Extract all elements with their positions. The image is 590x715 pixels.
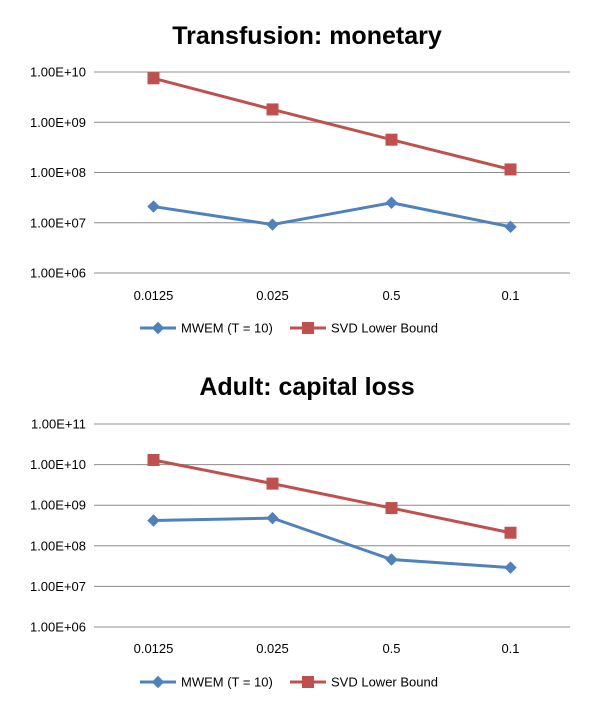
- data-point: [385, 196, 398, 209]
- chart-title: Adult: capital loss: [199, 373, 414, 401]
- legend-label: SVD Lower Bound: [331, 321, 438, 336]
- data-point: [147, 453, 160, 466]
- legend-label: SVD Lower Bound: [331, 675, 438, 690]
- y-tick-label: 1.00E+07: [30, 579, 86, 594]
- data-point: [504, 220, 517, 234]
- data-point: [504, 561, 517, 574]
- data-point: [504, 526, 517, 539]
- chart-title: Transfusion: monetary: [172, 22, 442, 50]
- data-point: [504, 163, 517, 176]
- x-tick-label: 0.1: [501, 288, 519, 303]
- data-point: [266, 103, 279, 116]
- y-tick-label: 1.00E+11: [31, 417, 86, 432]
- series-line: [153, 76, 511, 171]
- legend-marker: [302, 676, 314, 688]
- y-tick-label: 1.00E+08: [30, 165, 86, 180]
- y-tick-label: 1.00E+06: [30, 266, 86, 281]
- y-tick-label: 1.00E+07: [30, 215, 86, 230]
- x-tick-label: 0.5: [382, 288, 400, 303]
- data-point: [266, 477, 279, 490]
- data-point: [147, 200, 160, 213]
- legend-marker: [151, 675, 165, 689]
- y-tick-label: 1.00E+08: [30, 538, 86, 553]
- y-tick-label: 1.00E+10: [30, 457, 86, 472]
- y-tick-label: 1.00E+10: [30, 65, 86, 80]
- data-point: [147, 72, 160, 85]
- chart-1: Transfusion: monetary 1.00E+06 1.00E+07 1.0…: [30, 22, 570, 336]
- x-tick-label: 0.1: [501, 641, 519, 656]
- x-tick-label: 0.5: [382, 641, 400, 656]
- series-line: [153, 516, 511, 570]
- x-tick-label: 0.0125: [134, 641, 174, 656]
- x-tick-label: 0.025: [256, 288, 289, 303]
- series-line: [153, 458, 511, 535]
- legend: MWEM (T = 10) SVD Lower Bound: [140, 675, 438, 690]
- data-point: [266, 511, 279, 525]
- series-line: [153, 201, 511, 229]
- data-point: [385, 502, 398, 515]
- y-tick-label: 1.00E+09: [30, 115, 86, 130]
- data-point: [147, 514, 160, 527]
- legend-marker: [151, 321, 165, 335]
- legend-label: MWEM (T = 10): [181, 321, 273, 336]
- legend: MWEM (T = 10) SVD Lower Bound: [140, 321, 438, 336]
- x-tick-label: 0.0125: [134, 288, 174, 303]
- y-tick-label: 1.00E+09: [30, 498, 86, 513]
- legend-label: MWEM (T = 10): [181, 675, 273, 690]
- x-tick-label: 0.025: [256, 641, 289, 656]
- y-tick-label: 1.00E+06: [30, 620, 86, 635]
- data-point: [385, 553, 398, 566]
- chart-2: Adult: capital loss 1.00E+06 1.00E+07 1.00E…: [30, 373, 570, 690]
- data-point: [385, 133, 398, 146]
- data-point: [266, 218, 279, 231]
- legend-marker: [302, 322, 314, 334]
